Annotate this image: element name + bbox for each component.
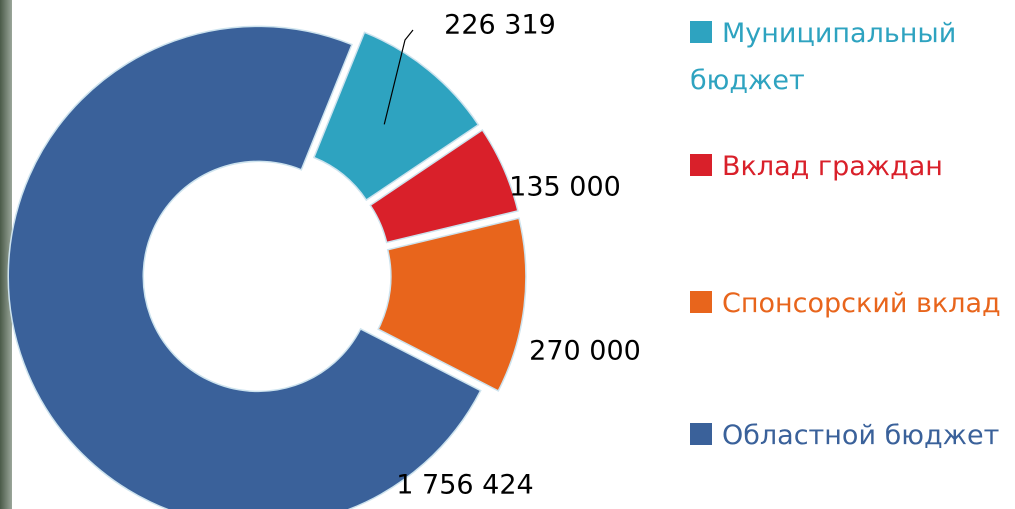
data-label: 1 756 424	[396, 470, 533, 501]
legend-swatch	[690, 423, 712, 445]
donut-slice	[377, 217, 527, 392]
donut-slice	[312, 31, 480, 202]
legend-swatch	[690, 291, 712, 313]
donut-slice	[7, 25, 482, 509]
legend-label: Вклад граждан	[722, 151, 943, 182]
data-label: 135 000	[509, 172, 621, 203]
legend-label: Областной бюджет	[722, 420, 1000, 451]
legend-label: Спонсорский вклад	[722, 288, 1001, 319]
legend-swatch	[690, 21, 712, 43]
legend-label: Муниципальный бюджет	[690, 18, 957, 96]
background-photo-edge	[0, 0, 12, 509]
leader-line	[383, 29, 414, 125]
data-label: 270 000	[529, 336, 641, 367]
legend-item: Областной бюджет	[690, 412, 1010, 459]
donut-slice	[369, 128, 519, 244]
legend-swatch	[690, 154, 712, 176]
data-label: 226 319	[444, 10, 556, 41]
legend-item: Вклад граждан	[690, 143, 1010, 190]
legend-item: Муниципальный бюджет	[690, 10, 1010, 104]
legend-item: Спонсорский вклад	[690, 280, 1010, 327]
